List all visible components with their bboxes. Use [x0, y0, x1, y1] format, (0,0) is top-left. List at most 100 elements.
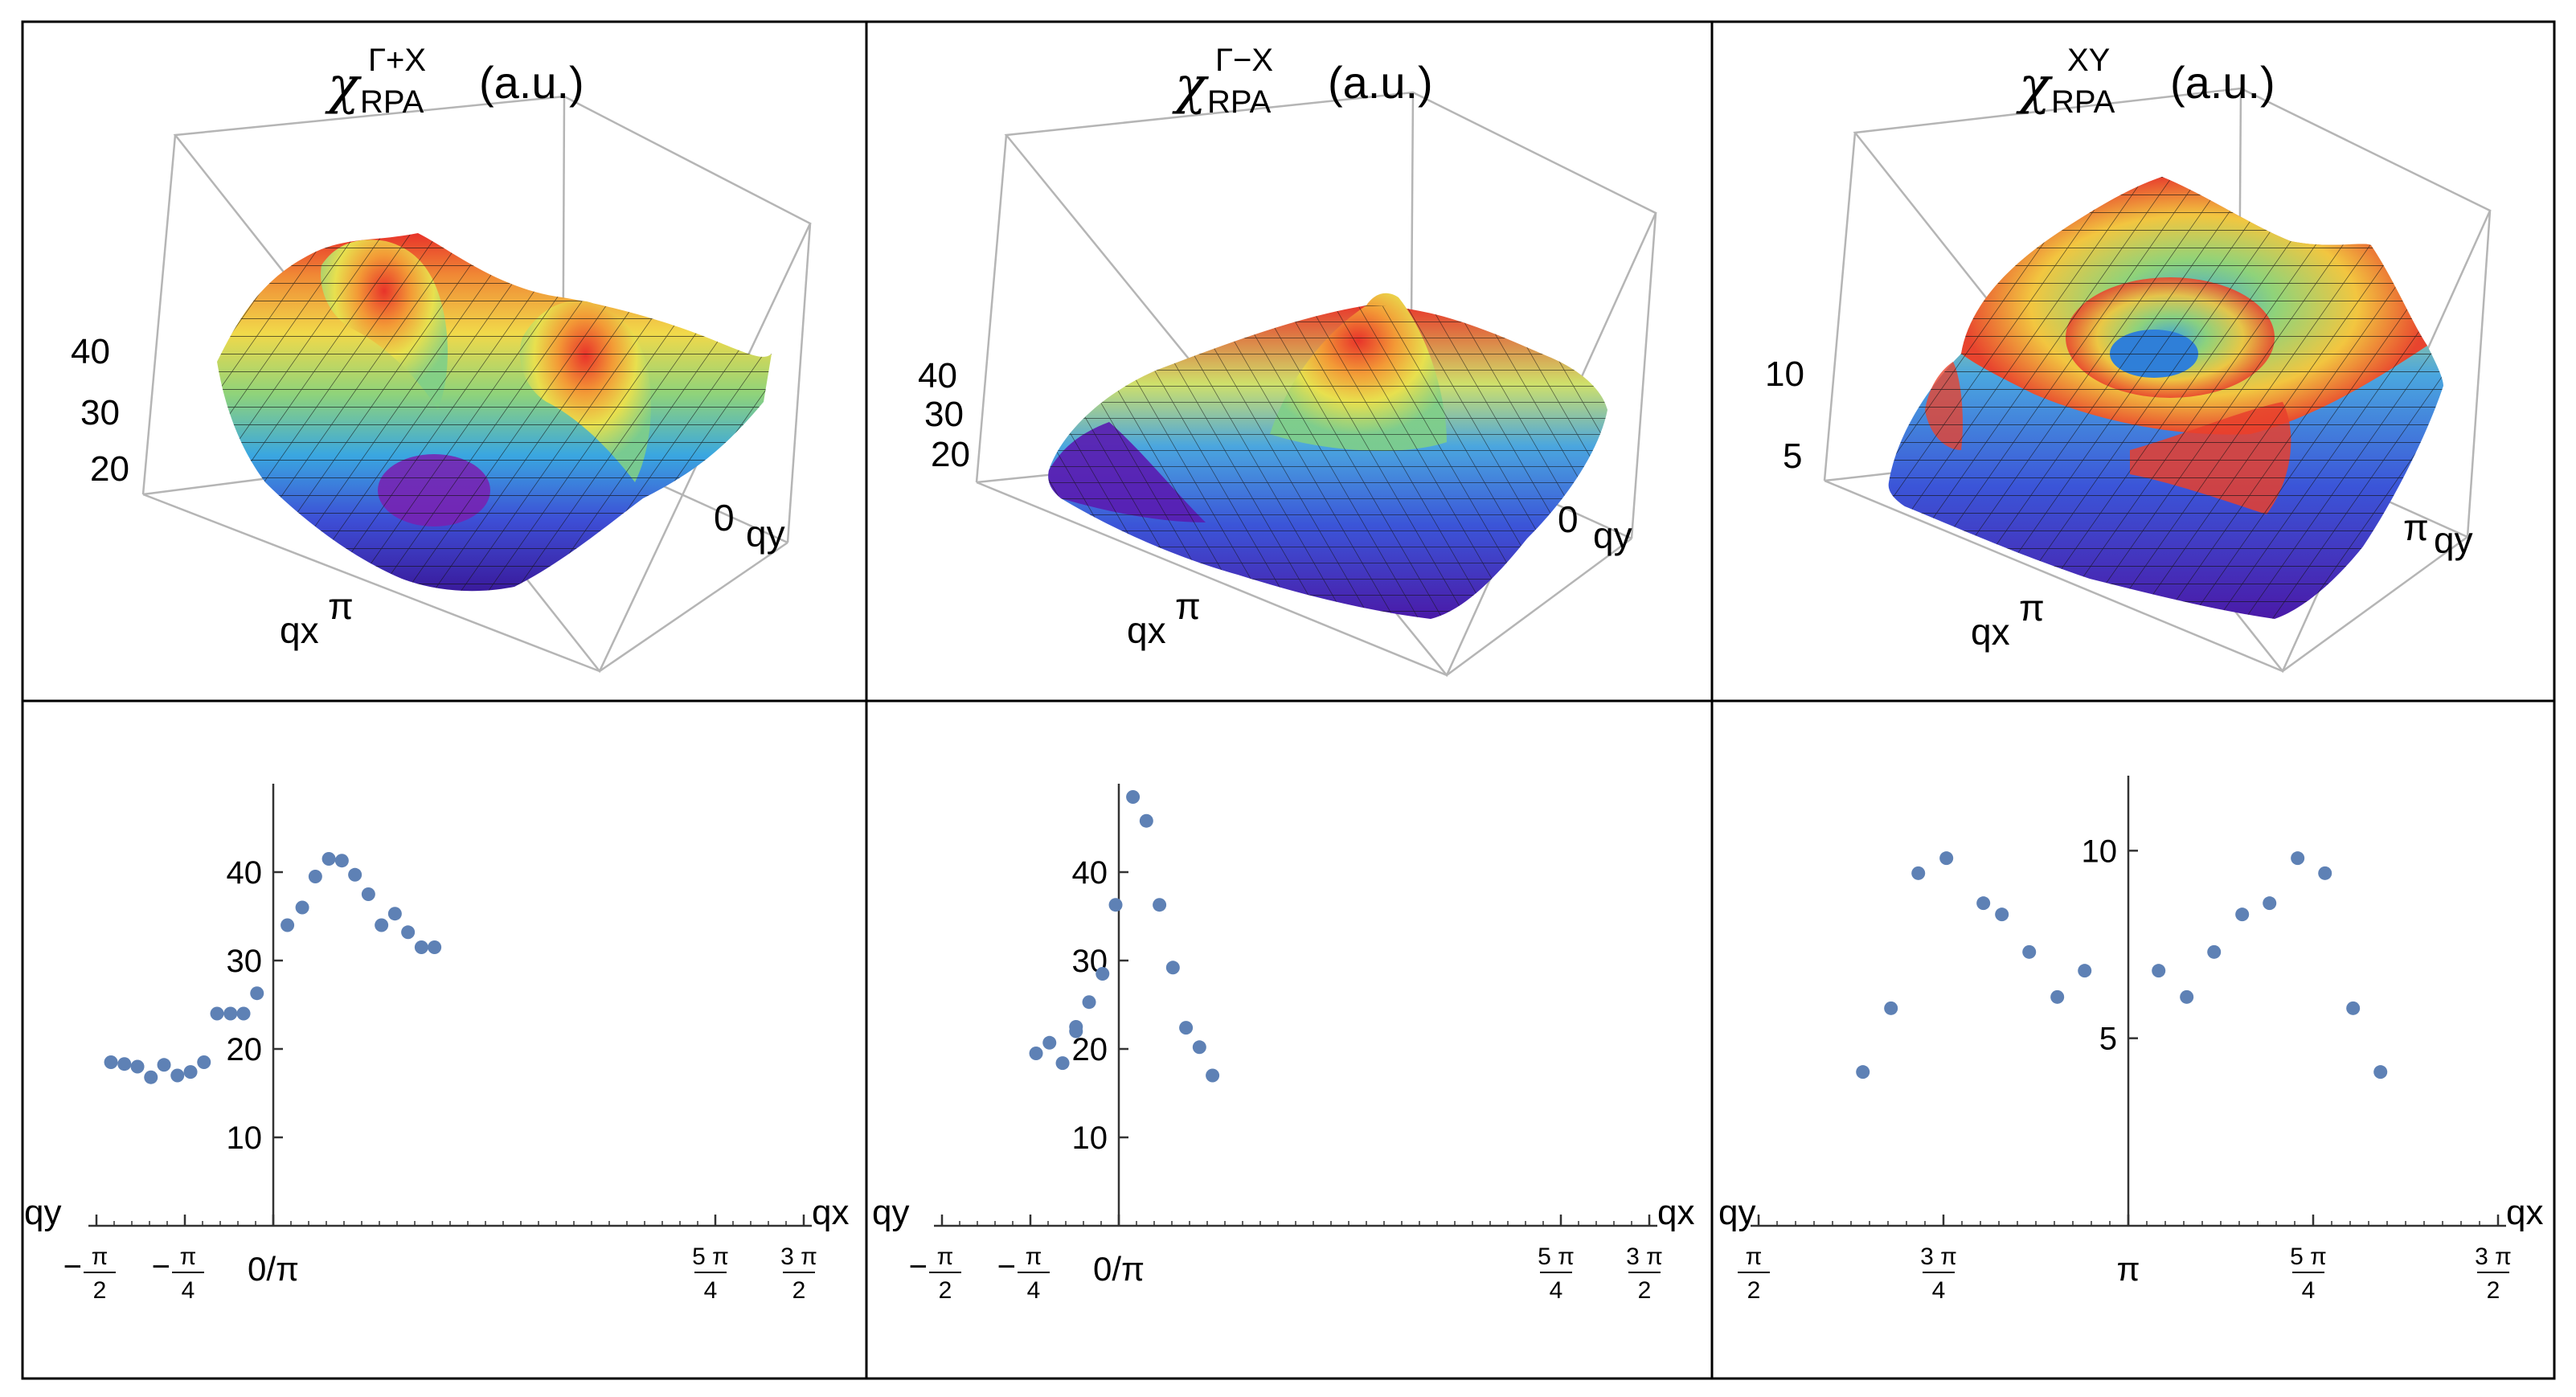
- data-point: [2078, 964, 2092, 978]
- surface-3d: [1888, 177, 2443, 619]
- qy-label: qy: [746, 513, 785, 555]
- data-point: [1139, 813, 1153, 828]
- svg-text:RPA: RPA: [1207, 84, 1272, 120]
- data-point: [1995, 907, 2009, 922]
- surface-3d: [217, 233, 772, 592]
- data-point: [1096, 967, 1110, 981]
- x-tick-denominator: 2: [792, 1277, 806, 1304]
- x-tick-denominator: 2: [1747, 1277, 1761, 1304]
- svg-text:(a.u.): (a.u.): [1328, 57, 1433, 108]
- qx-tick: π: [328, 585, 354, 627]
- data-point: [2263, 896, 2277, 911]
- data-point: [1976, 896, 1991, 911]
- data-point: [1153, 898, 1167, 912]
- data-point: [2291, 851, 2305, 866]
- data-point: [2373, 1065, 2388, 1080]
- data-point: [157, 1058, 171, 1072]
- data-point: [2050, 989, 2065, 1004]
- data-point: [197, 1055, 211, 1069]
- qx-label: qx: [1127, 609, 1166, 651]
- data-point: [348, 867, 362, 882]
- qy-label: qy: [1593, 514, 1632, 556]
- data-point: [401, 925, 416, 940]
- data-point: [2152, 964, 2166, 978]
- z-axis-ticks: 10 5: [1765, 354, 1804, 476]
- x-tick-label: π: [2117, 1250, 2140, 1288]
- data-point: [144, 1070, 158, 1084]
- data-point: [250, 986, 264, 1001]
- svg-text:RPA: RPA: [360, 84, 424, 120]
- x-tick-denominator: 2: [93, 1277, 107, 1304]
- x-tick-denominator: 4: [182, 1277, 195, 1304]
- surface-panel-xy: χ RPA XY (a.u.) 10 5 π qy qx π: [1765, 43, 2492, 674]
- x-tick-numerator: π: [1026, 1243, 1042, 1270]
- y-tick-label: 30: [227, 944, 263, 979]
- z-tick: 40: [71, 332, 110, 371]
- data-point: [1179, 1021, 1194, 1035]
- x-tick-numerator: 5 π: [1538, 1243, 1575, 1270]
- qx-tick: π: [1175, 585, 1201, 627]
- x-tick-numerator: π: [937, 1243, 954, 1270]
- x-tick-denominator: 2: [2487, 1277, 2500, 1304]
- data-point: [414, 940, 428, 954]
- data-point: [1029, 1047, 1043, 1060]
- x-tick-sign: −: [63, 1249, 82, 1284]
- svg-text:Γ−X: Γ−X: [1215, 43, 1273, 78]
- z-tick: 30: [80, 393, 120, 432]
- surface-panel-gamma-minus-x: χ RPA Γ−X (a.u.) 40 30 20 0 qy qx π: [918, 43, 1657, 678]
- data-point: [1165, 961, 1180, 975]
- z-tick: 10: [1765, 354, 1804, 394]
- z-tick: 20: [931, 435, 970, 474]
- data-point: [2318, 866, 2332, 880]
- data-point: [295, 900, 309, 915]
- x-tick-numerator: π: [180, 1243, 197, 1270]
- qy-tick: 0: [714, 497, 735, 539]
- y-tick-label: 40: [227, 855, 263, 891]
- data-point: [387, 907, 402, 921]
- z-tick: 40: [918, 356, 957, 395]
- z-tick: 20: [90, 449, 129, 489]
- data-point: [321, 852, 336, 866]
- data-point: [308, 870, 322, 883]
- x-label-qx: qx: [1657, 1193, 1694, 1232]
- data-point: [1206, 1068, 1220, 1083]
- data-point: [281, 918, 295, 932]
- x-tick-numerator: π: [1746, 1243, 1763, 1270]
- title: χ RPA XY (a.u.): [2016, 43, 2275, 120]
- x-tick-denominator: 4: [1027, 1277, 1041, 1304]
- z-tick: 5: [1783, 436, 1802, 476]
- data-point: [361, 887, 375, 901]
- svg-text:XY: XY: [2067, 43, 2110, 78]
- data-point: [2346, 1001, 2361, 1015]
- data-point: [375, 918, 389, 932]
- data-point: [1884, 1001, 1898, 1015]
- svg-text:χ: χ: [1172, 56, 1209, 116]
- data-point: [104, 1055, 118, 1069]
- x-tick-denominator: 2: [1638, 1277, 1652, 1304]
- data-point: [130, 1059, 145, 1074]
- scatter-panel-xy: qy qx 5 10 π 2 3 π 4 π 5 π 4 3 π 2: [1718, 776, 2543, 1304]
- title: χ RPA Γ+X (a.u.): [325, 43, 584, 120]
- data-point: [210, 1006, 224, 1021]
- qy-tick: 0: [1558, 498, 1579, 540]
- x-label-qx: qx: [812, 1193, 849, 1232]
- x-tick-numerator: 5 π: [2290, 1243, 2327, 1270]
- x-tick-denominator: 4: [2302, 1277, 2316, 1304]
- data-point: [428, 940, 442, 954]
- svg-text:Γ+X: Γ+X: [368, 43, 426, 78]
- y-tick-label: 10: [227, 1120, 263, 1156]
- data-point: [1192, 1040, 1206, 1055]
- data-point: [2235, 907, 2250, 922]
- y-tick-label: 40: [1072, 855, 1108, 891]
- data-point: [1108, 898, 1123, 912]
- x-tick-numerator: 3 π: [780, 1243, 817, 1270]
- qx-tick: π: [2019, 587, 2045, 629]
- data-point: [2022, 944, 2037, 959]
- data-point: [1055, 1056, 1070, 1071]
- z-tick: 30: [924, 395, 964, 434]
- svg-text:χ: χ: [325, 56, 362, 116]
- svg-text:(a.u.): (a.u.): [2170, 57, 2275, 108]
- x-label-qy: qy: [24, 1193, 61, 1232]
